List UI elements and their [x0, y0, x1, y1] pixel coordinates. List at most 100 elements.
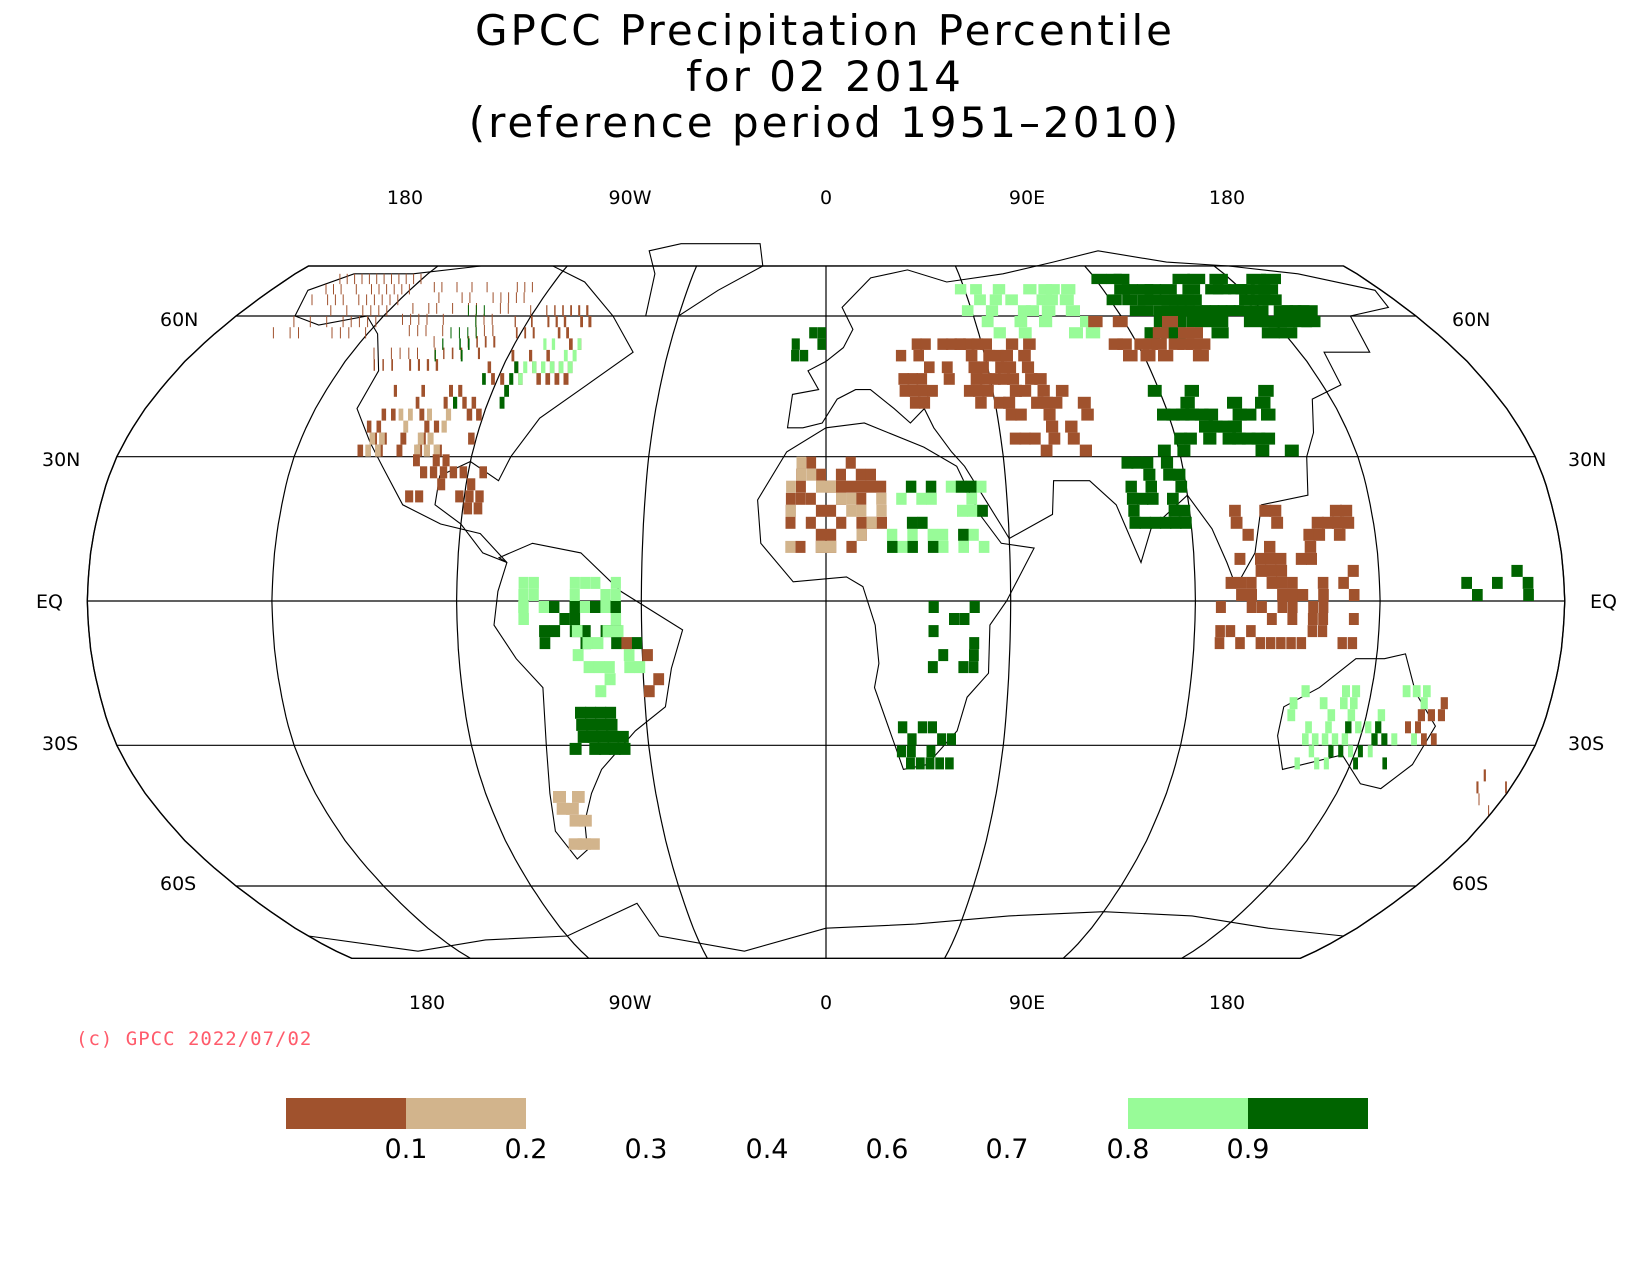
anomaly-cell-586 — [1091, 273, 1107, 285]
anomaly-cell-282 — [582, 637, 594, 650]
anomaly-cell-217 — [459, 338, 461, 350]
anomaly-cell-160 — [396, 444, 403, 457]
landmass-south-america — [493, 542, 684, 860]
anomaly-cell-216 — [475, 305, 477, 316]
anomaly-cell-759 — [1348, 745, 1354, 758]
anomaly-cell-796 — [1492, 576, 1503, 589]
anomaly-cell-370 — [846, 504, 857, 517]
anomaly-cell-61 — [390, 347, 392, 360]
meridian-line-1 — [271, 265, 471, 959]
anomaly-cell-710 — [1256, 601, 1267, 613]
anomaly-cell-682 — [1271, 516, 1284, 529]
anomaly-cell-87 — [486, 282, 488, 293]
anomaly-cell-286 — [604, 673, 616, 686]
anomaly-cell-429 — [925, 757, 935, 770]
anomaly-cell-744 — [1308, 745, 1315, 758]
anomaly-cell-316 — [556, 802, 570, 815]
anomaly-cell-549 — [1160, 456, 1174, 469]
anomaly-cell-106 — [484, 336, 487, 348]
anomaly-cell-76 — [442, 313, 444, 325]
anomaly-cell-539 — [1149, 516, 1162, 529]
anomaly-cell-567 — [1184, 384, 1199, 397]
anomaly-cell-687 — [1303, 528, 1315, 541]
anomaly-cell-365 — [815, 540, 826, 553]
anomaly-cell-37 — [358, 316, 360, 328]
meridian-line-3 — [640, 265, 708, 959]
anomaly-cell-802 — [970, 373, 983, 385]
anomaly-cell-256 — [590, 576, 601, 589]
anomaly-cell-128 — [547, 316, 550, 328]
anomaly-cell-473 — [1000, 349, 1013, 362]
anomaly-cell-732 — [1317, 576, 1329, 589]
anomaly-cell-459 — [963, 384, 976, 397]
axis-labels: 180 90W 0 90E 180 180 90W 0 90E 180 60N … — [36, 187, 1617, 1014]
anomaly-cell-775 — [1353, 757, 1358, 770]
anomaly-cell-441 — [817, 327, 826, 339]
left-lat-label-2: 30N — [42, 449, 80, 471]
anomaly-cell-167 — [424, 420, 430, 433]
anomaly-cell-501 — [1079, 444, 1092, 457]
anomaly-cell-659 — [1158, 349, 1174, 362]
anomaly-cell-765 — [1377, 709, 1386, 722]
anomaly-cell-677 — [1265, 552, 1277, 565]
anomaly-cell-120 — [511, 349, 515, 362]
anomaly-cell-707 — [1246, 589, 1257, 601]
anomaly-cell-125 — [546, 305, 548, 316]
anomaly-cell-237 — [558, 361, 564, 374]
anomaly-cell-390 — [945, 480, 957, 493]
left-lat-label-5: 60S — [160, 873, 196, 895]
landmass-antarctica — [308, 902, 1344, 952]
anomaly-cell-729 — [1318, 613, 1329, 625]
anomaly-cell-55 — [412, 303, 414, 314]
anomaly-cell-10 — [354, 273, 356, 285]
anomaly-cell-226 — [499, 396, 505, 409]
anomaly-cell-547 — [1167, 492, 1179, 505]
anomaly-cell-548 — [1163, 468, 1176, 481]
anomaly-cell-51 — [408, 284, 410, 295]
anomaly-cell-508 — [970, 284, 982, 295]
anomaly-cell-47 — [365, 327, 367, 339]
anomaly-cell-720 — [1287, 601, 1298, 613]
anomaly-cell-783 — [1417, 709, 1425, 722]
anomaly-cell-263 — [539, 637, 551, 650]
anomaly-cell-564 — [1203, 432, 1217, 445]
anomaly-cell-174 — [466, 408, 473, 421]
anomaly-cell-335 — [815, 528, 826, 541]
anomaly-cell-419 — [969, 649, 979, 662]
anomaly-cell-405 — [927, 540, 939, 553]
anomaly-cell-339 — [826, 528, 837, 541]
anomaly-cell-247 — [528, 576, 539, 589]
anomaly-cell-184 — [408, 408, 413, 421]
anomaly-cell-724 — [1297, 589, 1309, 601]
anomaly-cell-514 — [1014, 316, 1028, 328]
anomaly-cell-253 — [579, 601, 591, 613]
anomaly-cell-594 — [1113, 273, 1130, 285]
anomaly-cell-436 — [791, 349, 800, 362]
anomaly-cell-163 — [421, 384, 425, 397]
anomaly-cell-213 — [450, 327, 452, 339]
anomaly-cell-116 — [491, 373, 495, 385]
anomaly-cell-319 — [569, 814, 583, 827]
anomaly-cell-324 — [785, 516, 796, 529]
anomaly-cell-690 — [1321, 516, 1334, 529]
anomaly-cell-72 — [408, 347, 410, 360]
anomaly-cell-74 — [409, 359, 412, 371]
anomaly-cell-24 — [383, 273, 385, 285]
anomaly-cell-101 — [491, 313, 493, 325]
anomaly-cell-611 — [1194, 316, 1212, 328]
anomaly-cell-179 — [369, 432, 376, 445]
anomaly-cell-411 — [927, 661, 938, 674]
anomaly-cell-451 — [913, 349, 924, 362]
anomaly-cell-62 — [408, 325, 410, 337]
anomaly-cell-347 — [846, 480, 857, 493]
anomaly-cell-314 — [653, 673, 665, 686]
anomaly-cell-91 — [451, 347, 454, 360]
anomaly-cell-754 — [1342, 685, 1350, 698]
anomaly-cell-52 — [420, 273, 422, 285]
copyright-text: (c) GPCC 2022/07/02 — [76, 1028, 313, 1050]
anomaly-cell-766 — [1391, 733, 1398, 746]
anomaly-cell-679 — [1259, 504, 1272, 517]
anomaly-cell-488 — [1015, 408, 1027, 421]
anomaly-cell-152 — [366, 420, 372, 433]
anomaly-cell-543 — [1141, 456, 1154, 469]
